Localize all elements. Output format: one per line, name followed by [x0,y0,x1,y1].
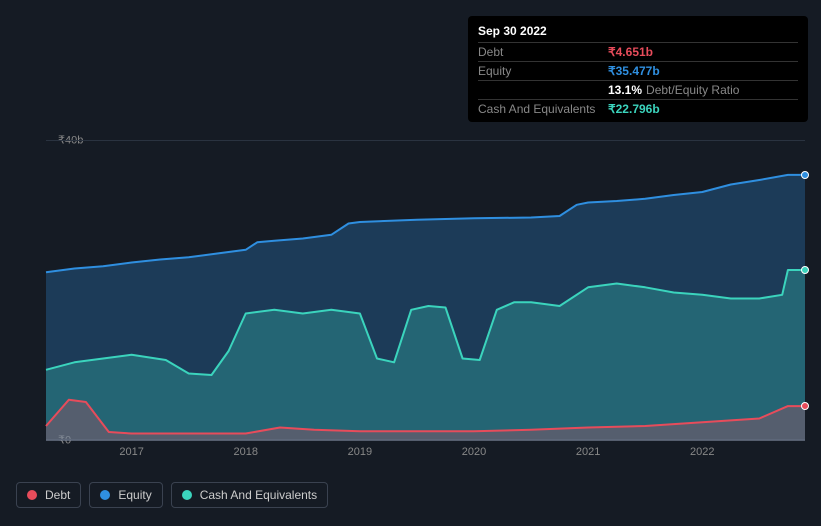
series-end-marker [801,266,809,274]
legend-swatch [182,490,192,500]
tooltip-label: Cash And Equivalents [478,102,608,116]
legend-item[interactable]: Equity [89,482,162,508]
tooltip-row: Equity₹35.477b [478,61,798,80]
tooltip-value: 13.1%Debt/Equity Ratio [608,83,739,97]
chart-container: ₹40b ₹0 201720182019202020212022 [16,120,805,470]
x-tick: 2022 [690,446,714,458]
tooltip-row: Cash And Equivalents₹22.796b [478,99,798,118]
legend-label: Equity [118,488,151,502]
x-tick: 2019 [348,446,372,458]
series-end-marker [801,402,809,410]
tooltip-label [478,83,608,97]
legend-label: Debt [45,488,70,502]
x-tick: 2018 [233,446,257,458]
x-axis: 2017 2018 2019 2020 2021 2022 [46,446,805,466]
tooltip-row: 13.1%Debt/Equity Ratio [478,80,798,99]
tooltip-date: Sep 30 2022 [478,22,798,42]
tooltip-label: Equity [478,64,608,78]
tooltip-value: ₹22.796b [608,102,660,116]
tooltip-label: Debt [478,45,608,59]
plot-area[interactable] [46,140,805,440]
legend-item[interactable]: Cash And Equivalents [171,482,328,508]
tooltip-sublabel: Debt/Equity Ratio [646,83,739,97]
x-tick: 2020 [462,446,486,458]
legend-swatch [100,490,110,500]
legend-label: Cash And Equivalents [200,488,317,502]
series-end-marker [801,171,809,179]
tooltip-value: ₹35.477b [608,64,660,78]
tooltip-row: Debt₹4.651b [478,42,798,61]
x-tick: 2021 [576,446,600,458]
legend-swatch [27,490,37,500]
tooltip-value: ₹4.651b [608,45,653,59]
legend: Debt Equity Cash And Equivalents [16,482,328,508]
x-tick: 2017 [119,446,143,458]
legend-item[interactable]: Debt [16,482,81,508]
chart-tooltip: Sep 30 2022 Debt₹4.651bEquity₹35.477b13.… [468,16,808,122]
